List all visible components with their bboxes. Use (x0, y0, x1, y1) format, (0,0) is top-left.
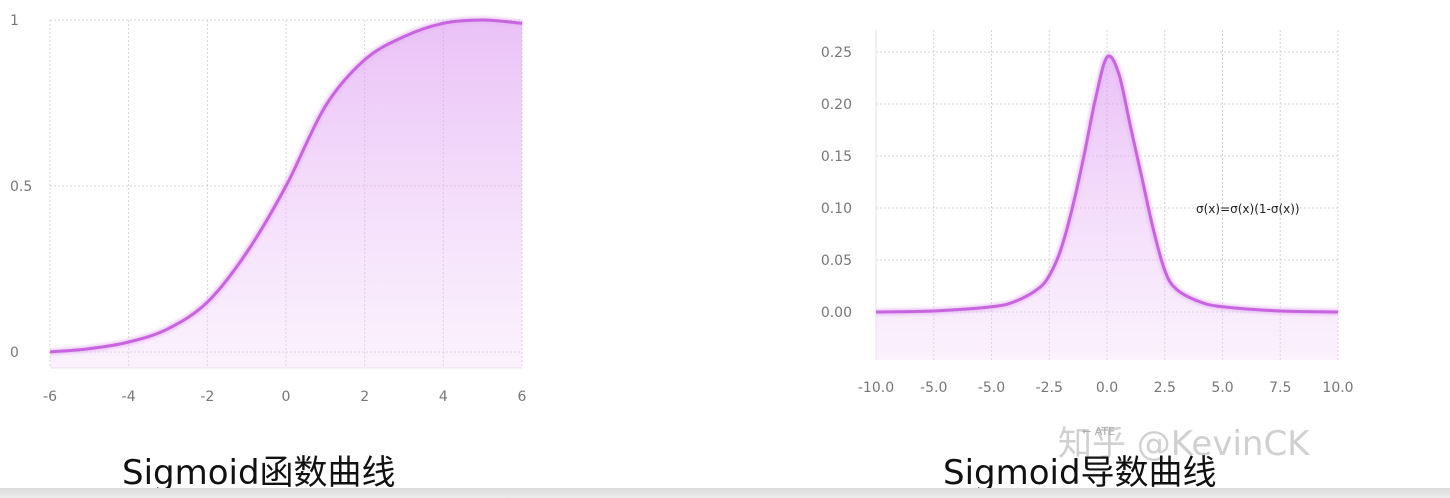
x-tick-label: -4 (122, 389, 136, 405)
y-tick-label: 0.20 (821, 97, 852, 113)
x-tick-label: 5.0 (1211, 380, 1233, 396)
area-fill (50, 20, 522, 368)
bottom-divider (0, 488, 1450, 498)
caption-sigmoid-derivative: Sigmoid导数曲线 (943, 453, 1217, 493)
sigmoid-chart: -6 -4 -2 0 2 4 6 0 0.5 1 (10, 13, 527, 405)
x-tick-label: 0 (282, 389, 291, 405)
x-tick-label: -2 (200, 389, 214, 405)
y-tick-label: 0.5 (10, 179, 32, 195)
x-tick-label: -5.0 (920, 380, 947, 396)
x-tick-label: 0.0 (1096, 380, 1118, 396)
x-tick-label: 6 (518, 389, 527, 405)
x-tick-label: 2 (360, 389, 369, 405)
y-tick-label: 0.05 (821, 253, 852, 269)
y-tick-label: 0.15 (821, 149, 852, 165)
sigmoid-derivative-chart: -10.0 -5.0 -5.0 -2.5 0.0 2.5 5.0 7.5 10.0 0.00 0.0… (821, 30, 1354, 396)
x-tick-label: -10.0 (858, 380, 894, 396)
derivative-curve (875, 54, 1339, 314)
area-fill (876, 56, 1338, 360)
x-tick-label: -5.0 (978, 380, 1005, 396)
y-tick-label: 1 (10, 13, 19, 29)
zhihu-watermark: 知乎 @KevinCK (1058, 424, 1310, 464)
x-tick-label: -2.5 (1036, 380, 1063, 396)
faint-axis-label: ← ATE (1082, 425, 1116, 438)
y-tick-label: 0.00 (821, 305, 852, 321)
formula-annotation: σ(x)=σ(x)(1-σ(x)) (1196, 202, 1300, 216)
x-tick-label: -6 (43, 389, 57, 405)
x-tick-label: 2.5 (1154, 380, 1176, 396)
y-tick-label: 0.10 (821, 201, 852, 217)
x-tick-label: 4 (439, 389, 448, 405)
y-tick-label: 0.25 (821, 45, 852, 61)
sigmoid-curve (49, 18, 523, 354)
x-tick-label: 7.5 (1269, 380, 1291, 396)
y-tick-label: 0 (10, 345, 19, 361)
x-tick-label: 10.0 (1322, 380, 1353, 396)
caption-sigmoid-function: Sigmoid函数曲线 (122, 453, 396, 493)
